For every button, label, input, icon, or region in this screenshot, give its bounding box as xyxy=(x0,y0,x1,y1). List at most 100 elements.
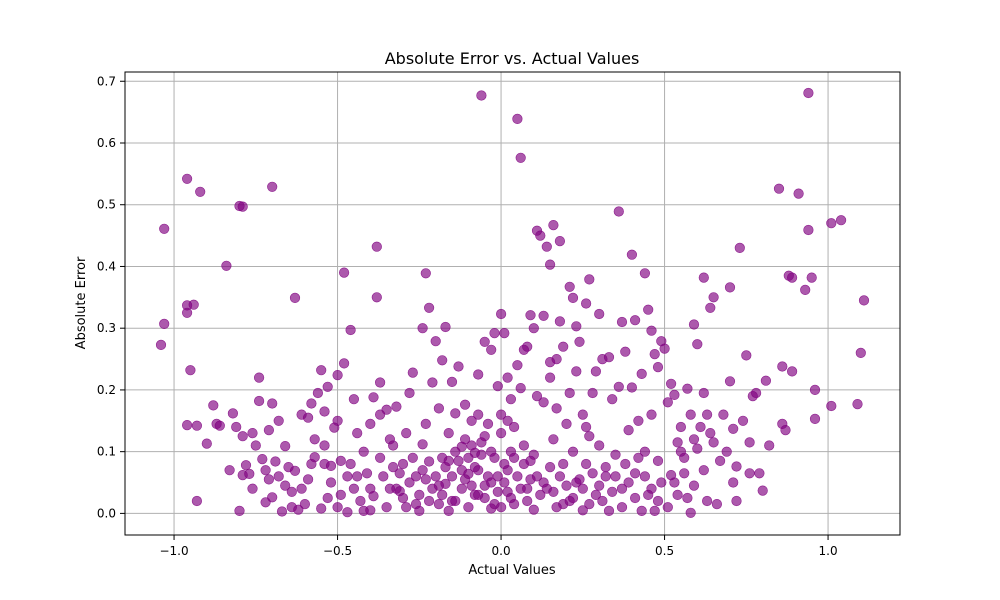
data-point xyxy=(685,409,696,420)
data-point xyxy=(646,483,657,494)
data-point xyxy=(649,349,660,360)
data-point xyxy=(450,446,461,457)
data-point xyxy=(214,420,225,431)
data-point xyxy=(803,224,814,236)
data-point xyxy=(446,376,458,388)
data-point xyxy=(597,495,608,507)
data-point xyxy=(391,401,402,412)
data-point xyxy=(332,502,343,513)
data-point xyxy=(365,505,376,516)
data-point xyxy=(417,465,428,476)
data-point xyxy=(584,274,595,285)
data-point xyxy=(610,449,621,460)
data-point xyxy=(705,302,716,313)
data-point xyxy=(482,418,494,430)
data-point xyxy=(299,499,311,510)
data-point xyxy=(760,375,772,386)
data-point xyxy=(701,409,713,420)
data-point xyxy=(433,499,445,510)
data-point xyxy=(316,503,327,514)
data-point xyxy=(594,308,605,320)
data-point xyxy=(250,440,261,451)
data-point xyxy=(567,446,579,457)
data-point xyxy=(463,452,474,463)
data-point xyxy=(267,492,278,503)
data-point xyxy=(342,507,353,518)
data-point xyxy=(590,489,602,501)
data-point xyxy=(371,241,382,252)
data-point xyxy=(309,434,320,445)
data-point xyxy=(613,381,624,392)
data-point xyxy=(750,387,762,399)
data-point xyxy=(289,292,301,304)
data-point xyxy=(580,421,592,433)
data-point xyxy=(633,452,644,463)
grid-lines xyxy=(125,72,900,535)
data-point xyxy=(538,310,549,321)
data-point xyxy=(800,284,811,296)
data-point xyxy=(535,230,546,241)
data-point xyxy=(322,492,333,504)
data-point xyxy=(564,281,575,292)
data-point xyxy=(424,495,435,507)
data-point xyxy=(182,307,193,318)
data-point xyxy=(744,437,755,448)
data-point xyxy=(355,495,366,507)
data-point xyxy=(652,495,664,507)
data-point xyxy=(600,471,611,482)
data-point xyxy=(446,471,458,482)
data-point xyxy=(424,302,435,313)
data-point xyxy=(410,499,422,510)
data-point xyxy=(512,360,523,371)
data-point xyxy=(558,341,569,352)
data-point xyxy=(679,452,690,463)
data-point xyxy=(191,420,202,431)
data-point xyxy=(734,242,745,253)
data-point xyxy=(476,90,487,101)
data-point xyxy=(835,215,847,226)
data-point xyxy=(473,369,484,380)
data-point xyxy=(538,397,549,408)
data-point xyxy=(646,409,657,420)
data-point xyxy=(535,489,546,501)
data-point xyxy=(544,372,556,383)
data-point xyxy=(339,358,350,369)
x-tick-label: 0.5 xyxy=(655,544,674,558)
data-point xyxy=(600,462,611,473)
data-point xyxy=(610,471,621,482)
data-point xyxy=(567,492,579,504)
data-point xyxy=(714,455,726,467)
data-point xyxy=(273,471,284,482)
data-point xyxy=(502,415,513,426)
data-point xyxy=(476,449,487,460)
data-point xyxy=(231,421,242,433)
data-point xyxy=(692,443,703,454)
data-point xyxy=(227,408,238,419)
data-point xyxy=(358,446,369,457)
chart-title: Absolute Error vs. Actual Values xyxy=(385,49,640,68)
data-point xyxy=(623,425,634,436)
data-point xyxy=(496,409,507,420)
data-point xyxy=(479,492,490,504)
data-point xyxy=(420,418,431,430)
data-point xyxy=(594,440,605,451)
data-point xyxy=(267,181,278,192)
data-point xyxy=(384,434,396,445)
data-point xyxy=(698,465,709,476)
data-point xyxy=(306,458,317,470)
data-point xyxy=(584,499,595,510)
data-point xyxy=(652,455,664,467)
data-point xyxy=(672,489,683,501)
data-point xyxy=(544,357,556,368)
data-point xyxy=(669,477,680,488)
data-point xyxy=(639,268,651,279)
data-point xyxy=(420,474,431,485)
data-point xyxy=(554,316,566,327)
data-point xyxy=(361,468,373,479)
data-point xyxy=(237,201,248,212)
y-tick-label: 0.5 xyxy=(97,198,116,212)
data-point xyxy=(368,392,379,403)
data-point xyxy=(182,173,193,184)
data-point xyxy=(244,468,255,480)
